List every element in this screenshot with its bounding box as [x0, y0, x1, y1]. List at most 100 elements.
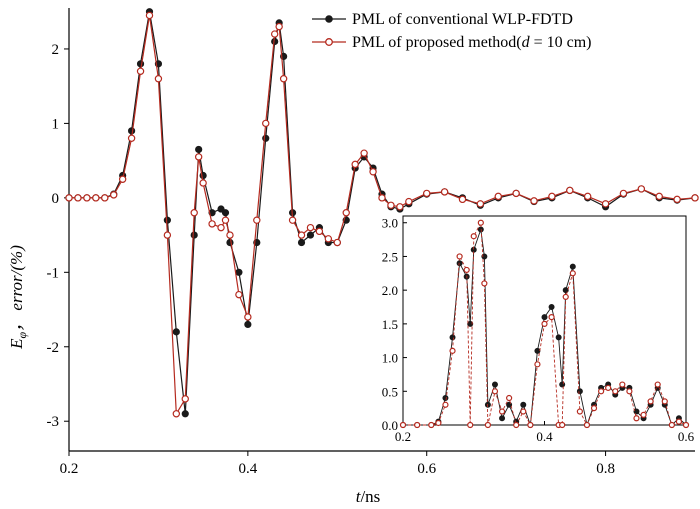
main-series-2-point — [194, 153, 203, 161]
inset-series-1-point — [559, 381, 566, 388]
inset-series-2-point — [576, 408, 583, 415]
main-series-1-point — [190, 231, 198, 239]
main-series-2-point — [154, 75, 163, 83]
inset-series-2-point — [559, 421, 566, 429]
inset-series-1-point — [633, 408, 640, 415]
inset-series-1-point — [499, 415, 506, 422]
inset-y-tick-label: 1.5 — [382, 317, 398, 332]
inset-series-1-point — [456, 260, 463, 267]
main-series-1-point — [235, 268, 243, 276]
inset-y-tick-label: 2.5 — [382, 249, 398, 264]
inset-series-1-point — [484, 401, 491, 408]
inset-series-2-point — [484, 421, 491, 429]
inset-series-1-point — [576, 388, 583, 395]
inset-series-2-point — [470, 233, 477, 240]
legend: PML of conventional WLP-FDTD PML of prop… — [312, 11, 592, 51]
main-series-2-point — [145, 11, 154, 20]
inset-series-2-point — [661, 398, 668, 405]
inset-series-2-point — [590, 405, 598, 412]
inset-frame — [402, 215, 687, 426]
inset-series-2-point — [640, 411, 647, 418]
main-series-2-point — [691, 194, 699, 202]
main-y-tick-label: 2 — [52, 42, 60, 58]
inset-series-2-point — [442, 401, 449, 408]
main-y-tick-label: 0 — [52, 191, 60, 207]
main-series-1-point — [195, 145, 203, 154]
inset-series-1-point — [534, 347, 541, 354]
inset-y-tick-label: 3.0 — [382, 216, 398, 231]
main-series-2-point — [324, 235, 333, 243]
inset-series-2-point — [619, 381, 626, 388]
main-series-2-point — [127, 134, 136, 142]
inset-series-1-point — [467, 320, 474, 327]
legend-conventional-marker — [325, 15, 333, 23]
inset-series-2-point — [583, 421, 591, 429]
inset-series-2-point — [534, 361, 541, 368]
inset-series-2-point — [612, 388, 619, 395]
inset-series-2-point — [477, 219, 484, 226]
inset-series-2-point — [562, 293, 569, 301]
main-y-tick-label: 1 — [52, 116, 60, 132]
main-series-2-point — [369, 168, 377, 176]
inset-x-tick-label: 0.4 — [536, 429, 553, 444]
inset-y-tick-label: 0.5 — [382, 384, 398, 399]
main-series-2-point — [190, 209, 198, 217]
inset-series-2-point — [647, 398, 654, 405]
inset-y-tick-label: 1.0 — [382, 351, 398, 366]
main-series-2-point — [673, 195, 681, 204]
inset-series-1-point — [442, 395, 449, 402]
main-series-2-point — [163, 231, 172, 239]
inset-series-2-point — [569, 270, 576, 277]
main-plot: 0.2 0.4 0.6 0.8 -3 -2 -1 0 1 2 — [47, 8, 699, 477]
main-series-2-point — [405, 197, 413, 206]
main-series-2-point — [619, 189, 628, 198]
main-series-2-point — [387, 201, 395, 210]
inset-series-2-point — [399, 421, 407, 429]
inset-series-2-point — [597, 388, 605, 395]
main-series-2-point — [315, 227, 324, 236]
inset-y-tick-label: 0.0 — [382, 418, 398, 433]
inset-series-1-point — [541, 314, 548, 321]
main-series-1-point — [226, 238, 234, 247]
inset-series-2-point — [668, 421, 675, 429]
main-series-2-point — [83, 194, 91, 202]
main-x-tick-label: 0.8 — [596, 461, 615, 477]
main-series-2-point — [351, 160, 359, 169]
inset-series-2-point — [481, 280, 488, 287]
main-series-2-point — [199, 179, 207, 187]
inset-series-1-point — [520, 401, 527, 408]
inset-series-2-point — [467, 421, 474, 429]
main-y-tick-label: -2 — [47, 340, 60, 356]
main-series-2-point — [458, 195, 467, 204]
inset-series-1-point — [449, 334, 456, 341]
main-series-1-point — [221, 209, 230, 217]
main-series-2-point — [136, 67, 145, 75]
main-x-tick-label: 0.4 — [238, 461, 257, 477]
main-series-2-point — [360, 149, 368, 157]
main-series-2-point — [333, 238, 341, 247]
main-x-tick-label: 0.6 — [417, 461, 436, 477]
main-series-2-point — [583, 192, 592, 201]
inset-series-2-point — [449, 347, 456, 354]
legend-proposed-label: PML of proposed method(d = 10 cm) — [352, 34, 592, 51]
main-series-1-point — [306, 231, 315, 239]
main-series-2-point — [74, 194, 82, 202]
main-series-2-point — [548, 192, 556, 201]
main-series-2-point — [65, 194, 73, 202]
main-series-2-point — [288, 216, 297, 224]
main-series-1-point — [172, 328, 180, 336]
main-series-2-point — [637, 185, 646, 193]
main-series-2-point — [262, 119, 270, 128]
inset-series-2-point — [506, 394, 513, 402]
main-series-2-point — [655, 192, 663, 201]
main-series-2-point — [217, 223, 225, 232]
main-series-2-point — [306, 223, 315, 232]
inset-series-2-point — [626, 388, 633, 395]
inset-series-1-point — [569, 263, 576, 270]
main-series-2-point — [244, 313, 252, 321]
main-series-2-point — [530, 197, 538, 205]
inset-series-2-point — [456, 253, 463, 260]
legend-proposed-marker — [325, 38, 333, 46]
main-series-2-point — [342, 209, 350, 217]
